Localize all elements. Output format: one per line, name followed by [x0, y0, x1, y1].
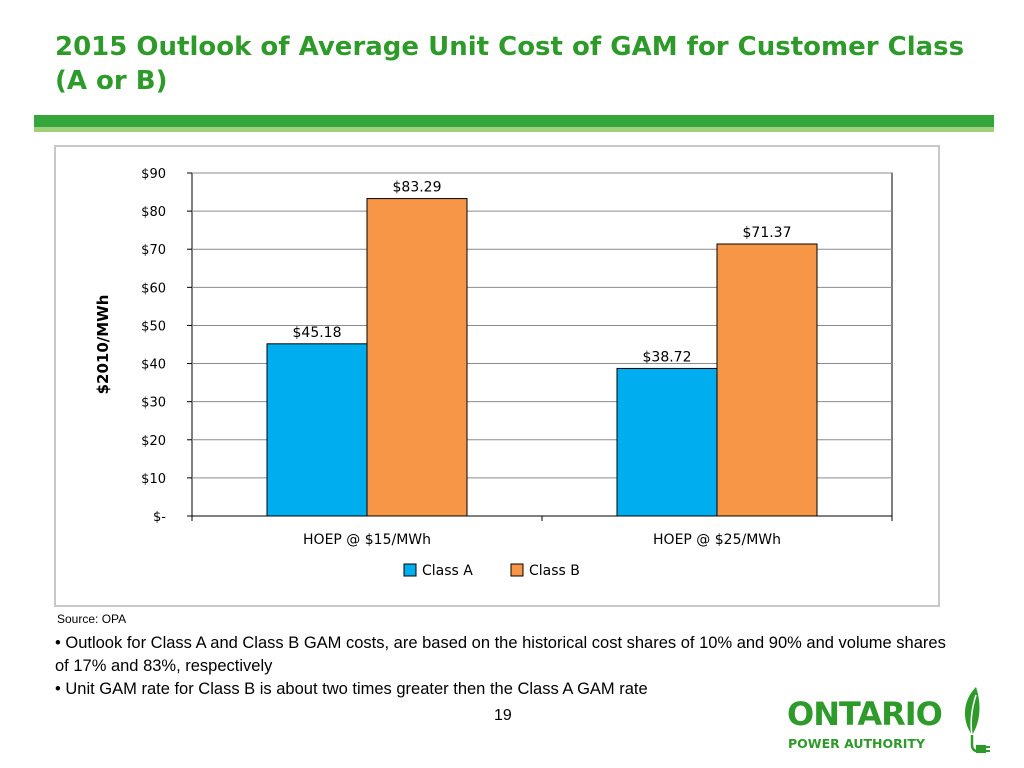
- slide-title: 2015 Outlook of Average Unit Cost of GAM…: [55, 32, 965, 96]
- y-axis-label: $2010/MWh: [94, 295, 112, 395]
- plug-leaf-icon: [964, 687, 990, 753]
- legend-swatch: [510, 563, 524, 577]
- chart-panel: $- $10 $20 $30 $40 $50 $60 $70 $80 $90 $2010/MWh $4…: [54, 145, 940, 607]
- data-label: $71.37: [743, 225, 792, 241]
- legend-label: Class B: [529, 563, 580, 579]
- bar-class-b: [366, 198, 468, 517]
- y-tick-label: $50: [141, 319, 166, 334]
- x-tick-label: HOEP @ $25/MWh: [653, 532, 781, 548]
- source-note: Source: OPA: [57, 612, 127, 626]
- ontario-power-authority-logo: ONTARIO POWER AUTHORITY: [783, 683, 993, 761]
- header-divider: [34, 115, 994, 127]
- logo-subtitle: POWER AUTHORITY: [788, 736, 925, 751]
- legend-label: Class A: [422, 563, 473, 579]
- y-tick-label: $40: [141, 358, 166, 373]
- y-tick-label: $60: [141, 281, 166, 296]
- header-divider-accent: [34, 127, 994, 132]
- bullet-item: • Unit GAM rate for Class B is about two…: [55, 680, 648, 698]
- logo-wordmark: ONTARIO: [787, 695, 943, 733]
- legend-swatch: [403, 563, 417, 577]
- y-tick-label: $20: [141, 434, 166, 449]
- bar-class-a: [266, 343, 368, 517]
- bar-chart: $- $10 $20 $30 $40 $50 $60 $70 $80 $90 $2010/MWh $4…: [94, 167, 893, 579]
- bar-class-b: [716, 243, 818, 517]
- y-tick-label: $70: [141, 243, 166, 258]
- y-tick-label: $10: [141, 472, 166, 487]
- bullet-text: Outlook for Class A and Class B GAM cost…: [55, 634, 946, 675]
- data-label: $38.72: [643, 349, 692, 365]
- page-number: 19: [494, 707, 512, 724]
- bar-class-a: [616, 367, 718, 517]
- y-tick-label: $80: [141, 205, 166, 220]
- y-tick-label: $-: [153, 510, 166, 525]
- y-tick-label: $90: [141, 167, 166, 182]
- bullet-marker: •: [55, 634, 66, 652]
- data-label: $45.18: [293, 325, 342, 341]
- bullet-item: • Outlook for Class A and Class B GAM co…: [55, 632, 955, 678]
- data-label: $83.29: [393, 180, 442, 196]
- x-tick-label: HOEP @ $15/MWh: [303, 532, 431, 548]
- bullet-list: • Outlook for Class A and Class B GAM co…: [55, 632, 955, 701]
- y-tick-label: $30: [141, 396, 166, 411]
